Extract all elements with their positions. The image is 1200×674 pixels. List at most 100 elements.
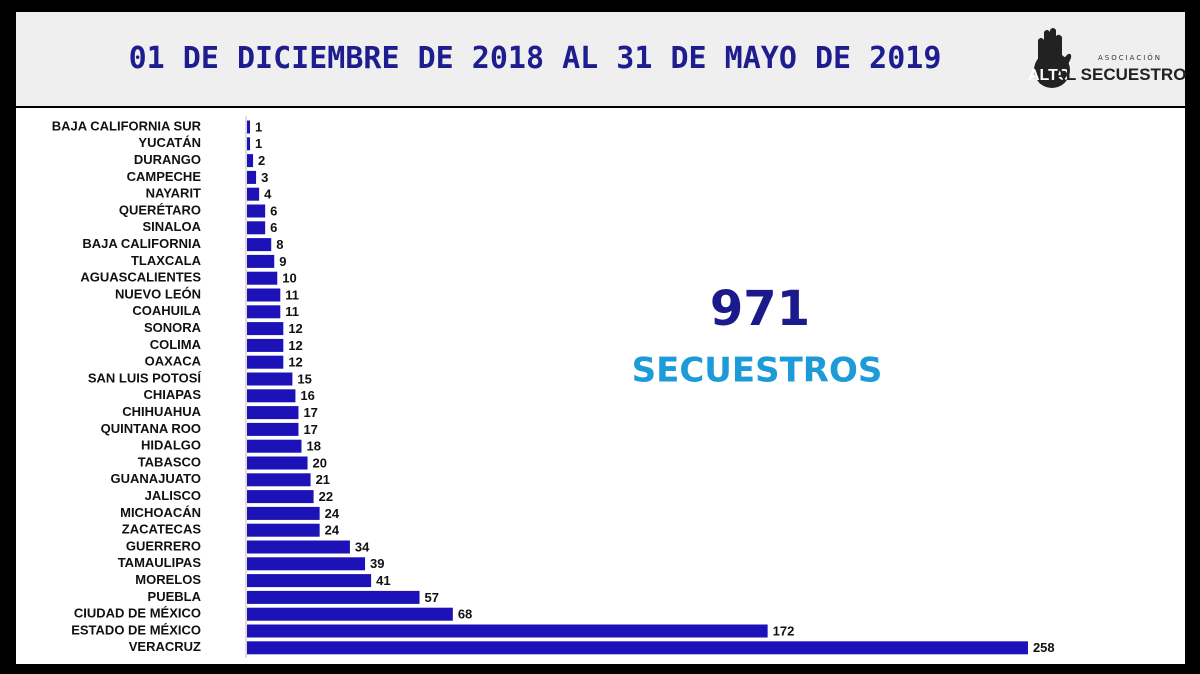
category-label: CHIHUAHUA: [122, 404, 201, 419]
value-label: 9: [279, 254, 286, 269]
bar: [247, 355, 284, 369]
category-label: MORELOS: [135, 572, 201, 587]
category-label: QUINTANA ROO: [101, 421, 201, 436]
category-label: PUEBLA: [148, 589, 202, 604]
category-label: GUANAJUATO: [110, 471, 201, 486]
value-label: 258: [1033, 640, 1055, 655]
bar: [247, 490, 314, 504]
category-label: JALISCO: [145, 488, 201, 503]
total: 971: [710, 281, 810, 337]
value-label: 20: [313, 455, 327, 470]
value-label: 57: [425, 590, 439, 605]
category-label: DURANGO: [134, 152, 201, 167]
category-label: ZACATECAS: [122, 522, 202, 537]
bar: [247, 406, 299, 420]
category-label: SONORA: [144, 320, 202, 335]
value-label: 8: [276, 237, 283, 252]
body: [16, 108, 1185, 664]
category-label: SAN LUIS POTOSÍ: [88, 370, 202, 385]
category-label: BAJA CALIFORNIA: [82, 236, 201, 251]
category-label: TABASCO: [138, 454, 201, 469]
value-label: 39: [370, 556, 384, 571]
bar: [247, 641, 1028, 655]
value-label: 3: [261, 170, 268, 185]
value-label: 24: [325, 506, 340, 521]
bar: [247, 338, 284, 352]
bar: [247, 322, 284, 336]
value-label: 172: [773, 623, 795, 638]
value-label: 21: [316, 472, 330, 487]
category-label: QUERÉTARO: [119, 202, 201, 217]
logo-hand: [1038, 28, 1072, 84]
bar: [247, 372, 293, 386]
bar: [247, 389, 296, 403]
value-label: 15: [297, 371, 311, 386]
category-label: COAHUILA: [132, 303, 201, 318]
total-label: SECUESTROS: [632, 351, 883, 391]
value-label: 11: [285, 304, 299, 319]
value-label: 10: [282, 271, 296, 286]
bar: [247, 624, 768, 638]
bar: [247, 422, 299, 436]
value-label: 12: [288, 338, 302, 353]
category-label: COLIMA: [150, 337, 202, 352]
bar: [247, 254, 275, 268]
bar: [247, 221, 266, 235]
value-label: 22: [319, 489, 333, 504]
header: [16, 12, 1185, 106]
category-label: SINALOA: [143, 219, 202, 234]
logo: ASOCIACIÓN ALTO AL SECUESTRO: [1028, 28, 1186, 88]
bar: [247, 204, 266, 218]
value-label: 34: [355, 539, 370, 554]
value-label: 11: [285, 287, 299, 302]
bar: [247, 456, 308, 470]
value-label: 12: [288, 321, 302, 336]
bar: [247, 154, 254, 168]
bar: [247, 305, 281, 319]
value-label: 68: [458, 607, 472, 622]
value-label: 1: [255, 119, 262, 134]
value-label: 17: [303, 422, 317, 437]
category-label: CAMPECHE: [127, 169, 202, 184]
value-label: 6: [270, 220, 277, 235]
category-label: TLAXCALA: [131, 253, 202, 268]
category-label: CIUDAD DE MÉXICO: [74, 606, 201, 621]
category-label: AGUASCALIENTES: [80, 270, 201, 285]
category-label: TAMAULIPAS: [118, 555, 202, 570]
value-label: 4: [264, 187, 272, 202]
category-label: NAYARIT: [146, 186, 201, 201]
bar: [247, 120, 251, 134]
category-label: CHIAPAS: [143, 387, 201, 402]
logo-alto: ALTO: [1028, 67, 1070, 84]
category-label: OAXACA: [145, 354, 202, 369]
bar: [247, 506, 320, 520]
value-label: 6: [270, 203, 277, 218]
logo-top: ASOCIACIÓN: [1098, 53, 1162, 62]
value-label: 41: [376, 573, 390, 588]
bar: [247, 187, 260, 201]
bar: [247, 170, 257, 184]
bar: [247, 439, 302, 453]
category-label: ESTADO DE MÉXICO: [71, 622, 201, 637]
value-label: 24: [325, 523, 340, 538]
category-label: BAJA CALIFORNIA SUR: [52, 118, 202, 133]
value-label: 2: [258, 153, 265, 168]
bar: [247, 238, 272, 252]
category-label: MICHOACÁN: [120, 505, 201, 520]
category-label: GUERRERO: [126, 538, 201, 553]
value-label: 18: [306, 439, 320, 454]
value-label: 12: [288, 355, 302, 370]
category-label: HIDALGO: [141, 438, 201, 453]
chart-title: 01 DE DICIEMBRE DE 2018 AL 31 DE MAYO DE…: [129, 41, 942, 76]
bar: [247, 271, 278, 285]
bar: [247, 473, 311, 487]
bar: [247, 540, 350, 554]
bar: [247, 607, 453, 621]
bar: [247, 574, 372, 588]
bar: [247, 137, 251, 151]
category-label: NUEVO LEÓN: [115, 286, 201, 301]
logo-rest: AL SECUESTRO: [1054, 65, 1187, 84]
bar: [247, 557, 366, 571]
